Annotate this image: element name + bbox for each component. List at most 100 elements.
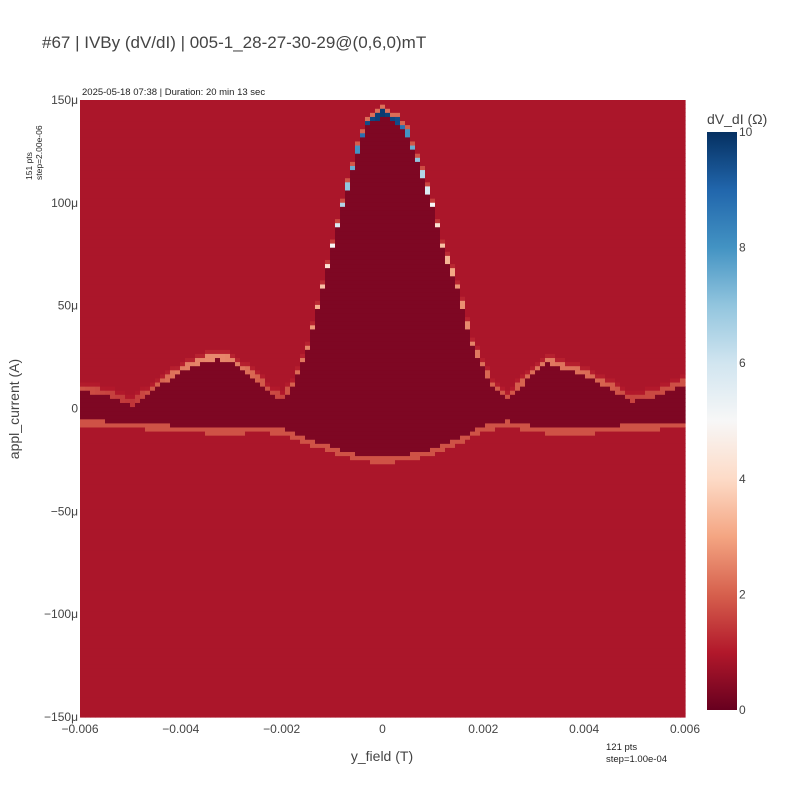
heatmap-cell	[230, 341, 236, 346]
heatmap-cell	[210, 509, 216, 514]
heatmap-cell	[235, 541, 241, 546]
heatmap-cell	[210, 239, 216, 244]
heatmap-cell	[235, 623, 241, 628]
heatmap-cell	[200, 607, 206, 612]
heatmap-cell	[140, 325, 146, 330]
heatmap-cell	[100, 562, 106, 567]
heatmap-cell	[240, 423, 246, 428]
heatmap-cell	[80, 439, 86, 444]
heatmap-cell	[205, 370, 211, 375]
heatmap-cell	[125, 554, 131, 559]
heatmap-cell	[195, 157, 201, 162]
heatmap-cell	[115, 247, 121, 252]
heatmap-cell	[135, 129, 141, 134]
heatmap-cell	[200, 308, 206, 313]
heatmap-cell	[95, 639, 101, 644]
heatmap-cell	[210, 157, 216, 162]
heatmap-cell	[150, 623, 156, 628]
heatmap-cell	[165, 153, 171, 158]
heatmap-cell	[155, 231, 161, 236]
heatmap-cell	[160, 521, 166, 526]
heatmap-cell	[115, 370, 121, 375]
heatmap-cell	[115, 116, 121, 121]
heatmap-cell	[190, 423, 196, 428]
heatmap-cell	[145, 382, 151, 387]
heatmap-cell	[130, 648, 136, 653]
heatmap-cell	[115, 599, 121, 604]
heatmap-cell	[130, 513, 136, 518]
heatmap-cell	[150, 656, 156, 661]
heatmap-cell	[80, 656, 86, 661]
heatmap-cell	[100, 202, 106, 207]
heatmap-cell	[210, 455, 216, 460]
heatmap-cell	[225, 296, 231, 301]
heatmap-cell	[170, 701, 176, 706]
heatmap-cell	[80, 692, 86, 697]
heatmap-cell	[130, 378, 136, 383]
heatmap-cell	[120, 558, 126, 563]
heatmap-cell	[165, 370, 171, 375]
heatmap-cell	[220, 541, 226, 546]
heatmap-cell	[230, 357, 236, 362]
heatmap-cell	[180, 223, 186, 228]
heatmap-cell	[185, 198, 191, 203]
heatmap-cell	[90, 341, 96, 346]
heatmap-cell	[185, 374, 191, 379]
heatmap-cell	[115, 186, 121, 191]
heatmap-cell	[225, 325, 231, 330]
heatmap-cell	[115, 672, 121, 677]
heatmap-cell	[125, 525, 131, 530]
heatmap-cell	[195, 214, 201, 219]
heatmap-cell	[95, 603, 101, 608]
heatmap-cell	[205, 165, 211, 170]
heatmap-cell	[215, 394, 221, 399]
heatmap-cell	[210, 149, 216, 154]
heatmap-cells[interactable]	[80, 100, 686, 718]
heatmap-cell	[225, 198, 231, 203]
heatmap-cell	[145, 643, 151, 648]
heatmap-cell	[200, 447, 206, 452]
heatmap-cell	[115, 280, 121, 285]
heatmap-cell	[220, 692, 226, 697]
heatmap-cell	[190, 517, 196, 522]
heatmap-cell	[165, 541, 171, 546]
heatmap-cell	[225, 227, 231, 232]
heatmap-cell	[85, 660, 91, 665]
heatmap-cell	[240, 317, 246, 322]
heatmap-cell	[165, 505, 171, 510]
heatmap-cell	[220, 701, 226, 706]
heatmap-cell	[105, 419, 111, 424]
heatmap-cell	[225, 251, 231, 256]
heatmap-cell	[105, 697, 111, 702]
heatmap-cell	[240, 362, 246, 367]
heatmap-cell	[150, 337, 156, 342]
heatmap-cell	[110, 219, 116, 224]
heatmap-cell	[140, 701, 146, 706]
heatmap-cell	[165, 329, 171, 334]
heatmap-cell	[90, 545, 96, 550]
heatmap-cell	[90, 570, 96, 575]
heatmap-cell	[215, 468, 221, 473]
heatmap-cell	[215, 382, 221, 387]
heatmap-cell	[230, 451, 236, 456]
heatmap-cell	[80, 549, 86, 554]
heatmap-cell	[180, 259, 186, 264]
heatmap-cell	[190, 268, 196, 273]
heatmap-cell	[160, 194, 166, 199]
heatmap-cell	[95, 210, 101, 215]
heatmap-cell	[200, 680, 206, 685]
heatmap-cell	[195, 402, 201, 407]
heatmap-cell	[190, 120, 196, 125]
heatmap-cell	[85, 243, 91, 248]
heatmap-cell	[140, 517, 146, 522]
heatmap-cell	[130, 227, 136, 232]
heatmap-cell	[170, 455, 176, 460]
heatmap-cell	[195, 321, 201, 326]
heatmap-cell	[130, 545, 136, 550]
heatmap-cell	[80, 288, 86, 293]
heatmap-cell	[210, 357, 216, 362]
heatmap-cell	[190, 235, 196, 240]
heatmap-cell	[160, 513, 166, 518]
heatmap-cell	[225, 300, 231, 305]
